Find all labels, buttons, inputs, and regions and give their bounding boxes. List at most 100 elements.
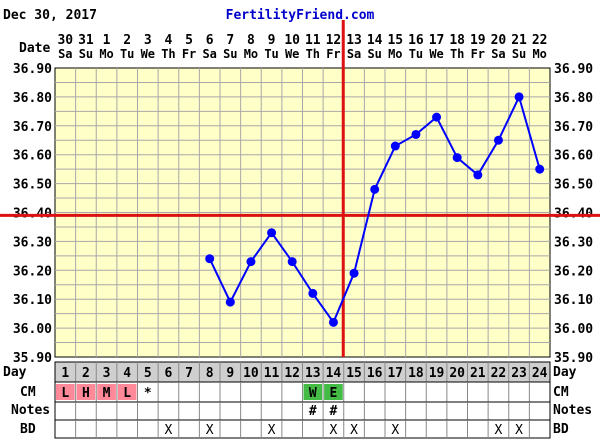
cm-cell-fill (324, 384, 343, 400)
temperature-point (349, 268, 359, 278)
y-tick-label-left: 35.90 (13, 351, 52, 366)
temperature-point (287, 257, 297, 267)
day-number: 6 (165, 366, 173, 381)
y-tick-label-left: 36.80 (13, 91, 52, 106)
day-number: 18 (408, 366, 424, 381)
day-number: 23 (511, 366, 527, 381)
note-mark: # (330, 404, 338, 419)
y-tick-label-left: 36.00 (13, 322, 52, 337)
day-number: 4 (123, 366, 131, 381)
day-number: 12 (284, 366, 300, 381)
date-label: 4 (165, 33, 173, 48)
y-tick-label-right: 36.10 (554, 293, 593, 308)
weekday-label: Mo (244, 47, 258, 61)
date-label: 2 (123, 33, 131, 48)
weekday-label: Su (512, 47, 526, 61)
temperature-point (452, 153, 462, 163)
y-tick-label-right: 36.50 (554, 178, 593, 193)
temperature-point (432, 112, 442, 122)
day-number: 15 (346, 366, 362, 381)
bd-mark: X (268, 423, 276, 438)
day-number: 22 (491, 366, 507, 381)
date-label: 15 (387, 33, 403, 48)
weekday-label: Tu (120, 47, 134, 61)
note-mark: # (309, 404, 317, 419)
y-tick-label-left: 36.70 (13, 120, 52, 135)
date-label: 6 (206, 33, 214, 48)
cm-cell-fill (303, 384, 323, 400)
day-number: 11 (264, 366, 280, 381)
cm-cell-fill (56, 384, 75, 400)
date-label: 9 (268, 33, 276, 48)
date-row-label-left: Date (19, 41, 50, 56)
day-number: 17 (387, 366, 403, 381)
cm-row-label-left: CM (20, 385, 36, 400)
cm-cell-fill (97, 384, 116, 400)
date-label: 22 (532, 33, 548, 48)
bd-mark: X (515, 423, 523, 438)
date-label: 17 (429, 33, 445, 48)
date-label: 30 (57, 33, 73, 48)
site-name[interactable]: FertilityFriend.com (226, 8, 375, 23)
temperature-point (473, 170, 483, 180)
day-number: 14 (326, 366, 342, 381)
weekday-label: Th (450, 47, 464, 61)
day-number: 21 (470, 366, 486, 381)
date-label: 13 (346, 33, 362, 48)
temperature-point (308, 288, 318, 298)
temperature-point (514, 92, 524, 102)
bd-mark: X (495, 423, 503, 438)
day-number: 19 (429, 366, 445, 381)
day-number: 2 (82, 366, 90, 381)
day-number: 7 (185, 366, 193, 381)
weekday-label: We (141, 47, 155, 61)
weekday-label: Su (223, 47, 237, 61)
temperature-point (535, 164, 545, 174)
date-label: 20 (491, 33, 507, 48)
temperature-point (246, 257, 256, 267)
day-number: 16 (367, 366, 383, 381)
grid (55, 68, 550, 357)
y-tick-label-right: 36.20 (554, 264, 593, 279)
bd-mark: X (165, 423, 173, 438)
cm-code: W (309, 386, 317, 401)
temperature-point (225, 297, 235, 307)
day-number: 24 (532, 366, 548, 381)
day-number: 9 (226, 366, 234, 381)
cm-row-label-right: CM (553, 385, 569, 400)
chart-date: Dec 30, 2017 (3, 8, 97, 23)
site-link[interactable]: FertilityFriend.com (226, 8, 375, 23)
bd-mark: X (206, 423, 214, 438)
y-tick-label-right: 36.90 (554, 62, 593, 77)
day-number: 20 (449, 366, 465, 381)
date-label: 19 (470, 33, 486, 48)
bd-mark: X (350, 423, 358, 438)
cm-cell-fill (76, 384, 96, 400)
day-number: 1 (61, 366, 69, 381)
temperature-point (328, 317, 338, 327)
day-number: 8 (206, 366, 214, 381)
date-label: 21 (511, 33, 527, 48)
temperature-point (411, 129, 421, 139)
weekday-label: We (429, 47, 443, 61)
weekday-label: Mo (532, 47, 546, 61)
bd-row-label-left: BD (20, 422, 36, 437)
date-label: 31 (78, 33, 94, 48)
notes-row-label-left: Notes (11, 403, 50, 418)
bd-mark: X (330, 423, 338, 438)
y-tick-label-left: 36.90 (13, 62, 52, 77)
bd-row-label-right: BD (553, 422, 569, 437)
y-tick-label-left: 36.30 (13, 235, 52, 250)
temperature-point (493, 135, 503, 145)
weekday-label: Sa (202, 47, 216, 61)
y-tick-label-left: 36.60 (13, 149, 52, 164)
temperature-point (205, 254, 215, 264)
weekday-label: Mo (99, 47, 113, 61)
date-label: 18 (449, 33, 465, 48)
day-row-label-left: Day (3, 365, 27, 380)
weekday-label: We (285, 47, 299, 61)
weekday-label: Tu (264, 47, 278, 61)
temperature-point (370, 184, 380, 194)
weekday-label: Tu (409, 47, 423, 61)
date-label: 7 (226, 33, 234, 48)
